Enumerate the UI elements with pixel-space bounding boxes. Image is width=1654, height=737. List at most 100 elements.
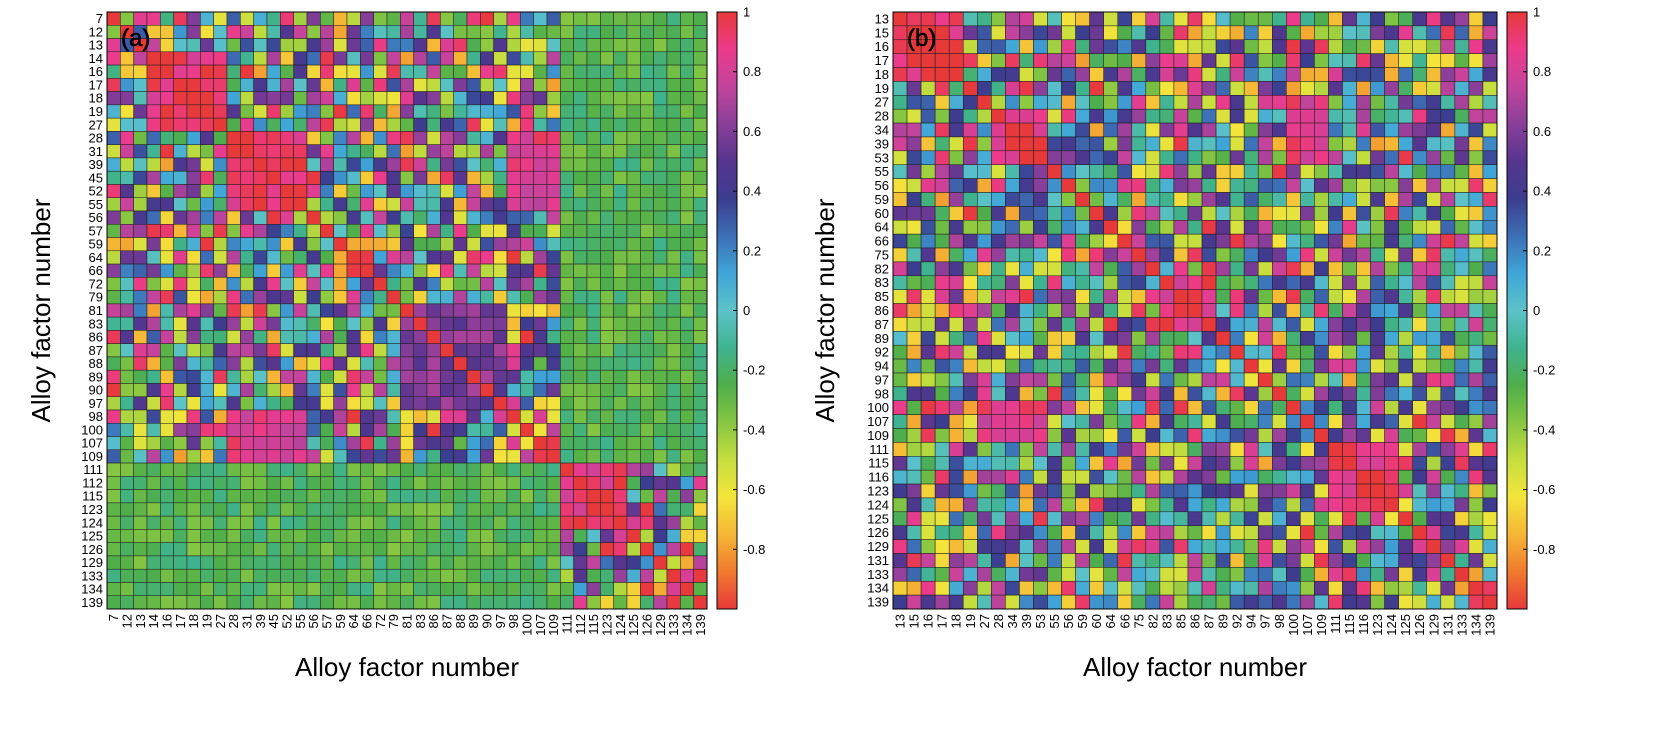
heatmap-cell [1328,553,1343,568]
heatmap-cell [1272,386,1287,401]
heatmap-cell [1272,497,1287,513]
heatmap-cell [977,136,992,152]
heatmap-cell [1257,178,1273,193]
heatmap-cell [613,64,628,79]
heatmap-cell [653,170,668,185]
heatmap-cell [346,436,361,451]
y-tick-label: 111 [83,462,103,477]
heatmap-cell [653,330,668,344]
heatmap-cell [1005,261,1020,277]
heatmap-cell [186,436,201,451]
heatmap-cell [892,289,908,304]
heatmap-cell [640,277,654,291]
heatmap-cell [653,476,668,490]
heatmap-cell [160,263,174,278]
heatmap-cell [400,449,414,464]
heatmap-cell [346,25,361,39]
heatmap-cell [1089,192,1104,207]
heatmap-cell [173,144,188,159]
y-tick-label: 13 [89,38,103,53]
heatmap-cell [1131,497,1147,513]
heatmap-cell [240,157,254,172]
heatmap-cell [1159,136,1175,152]
heatmap-cell [962,594,978,610]
heatmap-cell [373,369,388,384]
heatmap-cell [1061,525,1076,540]
heatmap-cell [360,568,374,583]
x-tick-label: 66 [360,614,375,628]
heatmap-cell [506,157,521,172]
heatmap-cell [373,595,388,610]
heatmap-cell [693,436,708,451]
heatmap-cell [1398,178,1413,193]
heatmap-cell [560,91,574,106]
heatmap-cell [1089,553,1104,568]
heatmap-cell [213,224,228,238]
x-tick-label: 126 [640,614,655,636]
heatmap-cell [1384,442,1399,457]
y-tick-label: 72 [89,276,103,291]
heatmap-cell [253,383,268,397]
heatmap-cell [948,261,964,277]
heatmap-cell [466,157,481,172]
heatmap-cell [1257,303,1273,318]
heatmap-cell [977,11,992,27]
heatmap-cell [948,317,964,332]
heatmap-cell [333,529,348,543]
heatmap-cell [1468,317,1484,332]
heatmap-cell [146,290,161,305]
heatmap-cell [480,582,494,596]
heatmap-cell [680,383,694,397]
heatmap-cell [1159,11,1175,27]
heatmap-cell [560,290,574,305]
heatmap-cell [106,38,121,53]
heatmap-cell [133,529,148,543]
heatmap-cell [466,568,481,583]
heatmap-cell [1398,150,1413,165]
heatmap-cell [1089,247,1104,263]
x-axis-label-a: Alloy factor number [295,652,519,682]
heatmap-cell [546,595,561,610]
heatmap-cell [240,250,254,265]
heatmap-cell [360,542,374,557]
heatmap-cell [626,515,641,530]
heatmap-cell [440,104,454,119]
heatmap-cell [1075,580,1090,596]
heatmap-cell [1061,164,1076,179]
x-tick-label: 139 [693,614,708,636]
heatmap-cell [1286,261,1301,277]
heatmap-cell [1300,233,1315,249]
heatmap-cell [693,51,708,66]
heatmap-cell [1257,414,1273,429]
heatmap-cell [160,449,174,464]
heatmap-cell [1454,442,1470,457]
heatmap-cell [1187,289,1203,304]
heatmap-cell [320,25,334,39]
heatmap-cell [1103,164,1118,179]
heatmap-cell [1370,344,1385,360]
heatmap-cell [1342,67,1357,82]
heatmap-cell [680,157,694,172]
heatmap-cell [573,184,588,198]
colorbar-tick-label: -0.4 [743,422,765,437]
heatmap-cell [240,316,254,331]
heatmap-cell [360,25,374,39]
heatmap-cell [1061,331,1076,346]
y-tick-label: 16 [875,39,889,54]
heatmap-cell [1103,580,1118,596]
heatmap-cell [333,25,348,39]
heatmap-cell [1286,442,1301,457]
heatmap-cell [320,51,334,66]
heatmap-cell [1286,344,1301,360]
heatmap-cell [693,131,708,145]
heatmap-cell [934,400,950,415]
heatmap-cell [520,383,534,397]
heatmap-cell [400,582,414,596]
heatmap-cell [1131,233,1147,249]
heatmap-cell [240,449,254,464]
heatmap-cell [506,542,521,557]
heatmap-cell [186,462,201,477]
heatmap-cell [146,462,161,477]
heatmap-cell [977,469,992,485]
heatmap-cell [1187,81,1203,96]
